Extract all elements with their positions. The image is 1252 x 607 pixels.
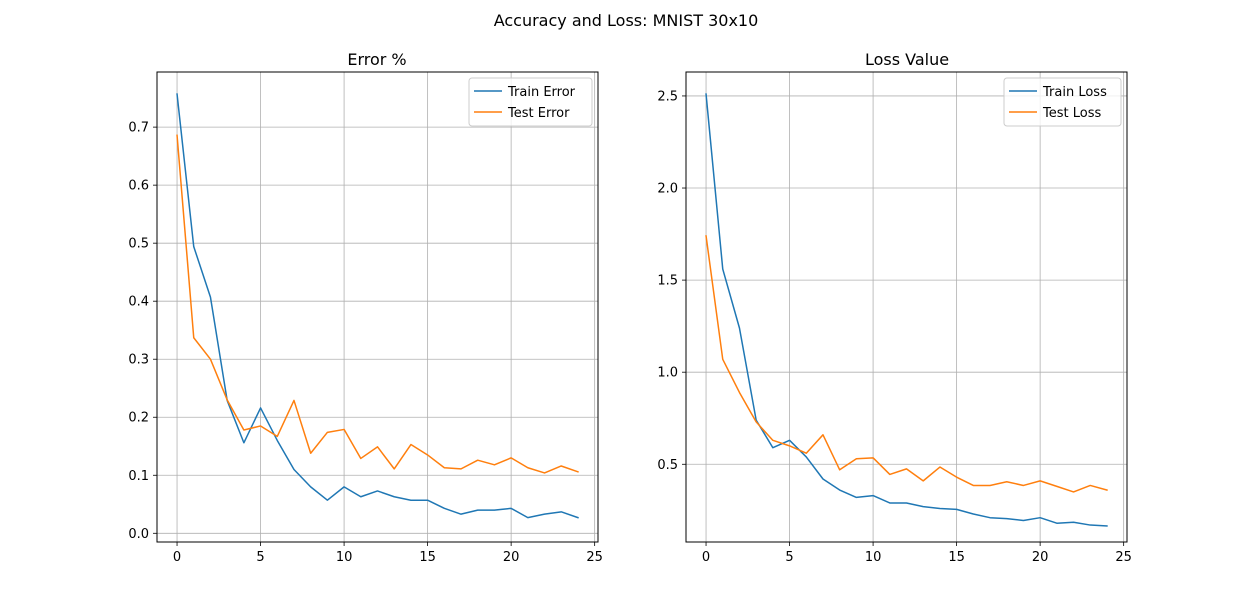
loss-chart-legend: Train Loss Test Loss — [1003, 77, 1122, 127]
loss-chart-ytick-label: 1.0 — [657, 366, 678, 381]
error-chart-ytick-label: 0.5 — [128, 237, 149, 252]
error-chart-legend-box — [468, 77, 593, 127]
error-chart-ytick-label: 0.4 — [128, 295, 149, 310]
error-chart-ytick-label: 0.0 — [128, 527, 149, 542]
error-chart-ytick-label: 0.7 — [128, 121, 149, 136]
error-chart-xtick-label: 25 — [586, 550, 603, 565]
loss-chart-ytick-label: 0.5 — [657, 458, 678, 473]
loss-chart-xtick-label: 10 — [865, 550, 882, 565]
error-chart-title: Error % — [347, 50, 406, 69]
loss-chart-xtick-label: 25 — [1115, 550, 1132, 565]
error-chart-legend: Train Error Test Error — [468, 77, 593, 127]
error-chart-xtick-label: 5 — [256, 550, 264, 565]
error-chart-axes-frame — [156, 71, 599, 543]
error-chart-ytick-label: 0.3 — [128, 353, 149, 368]
error-chart-ytick-label: 0.6 — [128, 179, 149, 194]
error-chart-xtick-label: 10 — [336, 550, 353, 565]
error-chart-xtick-label: 15 — [419, 550, 436, 565]
error-chart: Error % 0 5 10 15 20 25 0.0 0.1 0.2 0.3 0.4 0.5 0.6 0… — [128, 50, 603, 565]
loss-chart-title: Loss Value — [865, 50, 949, 69]
error-chart-legend-label: Test Error — [507, 106, 570, 121]
loss-chart-ytick-label: 2.0 — [657, 182, 678, 197]
error-chart-xtick-label: 20 — [503, 550, 520, 565]
loss-chart-legend-label: Test Loss — [1042, 106, 1101, 121]
loss-chart-ytick-label: 1.5 — [657, 274, 678, 289]
error-chart-ytick-label: 0.1 — [128, 469, 149, 484]
error-chart-ytick-label: 0.2 — [128, 411, 149, 426]
loss-chart-ytick-label: 2.5 — [657, 89, 678, 104]
loss-chart-series-line-test-loss — [705, 235, 1108, 493]
error-chart-legend-label: Train Error — [507, 85, 576, 100]
figure-title: Accuracy and Loss: MNIST 30x10 — [494, 11, 759, 30]
loss-chart-axes-frame — [685, 71, 1128, 543]
error-chart-series-line-train-error — [176, 93, 579, 519]
loss-chart-xtick-label: 15 — [948, 550, 965, 565]
error-chart-xtick-label: 0 — [173, 550, 181, 565]
loss-chart-xtick-label: 20 — [1032, 550, 1049, 565]
loss-chart-xtick-label: 5 — [785, 550, 793, 565]
loss-chart-legend-box — [1003, 77, 1122, 127]
loss-chart-legend-label: Train Loss — [1042, 85, 1107, 100]
loss-chart-xtick-label: 0 — [702, 550, 710, 565]
loss-chart-series-line-train-loss — [705, 93, 1108, 527]
loss-chart: Loss Value 0 5 10 15 20 25 0.5 1.0 1.5 2.0 2.5 Trai… — [657, 50, 1132, 565]
error-chart-series-line-test-error — [176, 134, 579, 474]
